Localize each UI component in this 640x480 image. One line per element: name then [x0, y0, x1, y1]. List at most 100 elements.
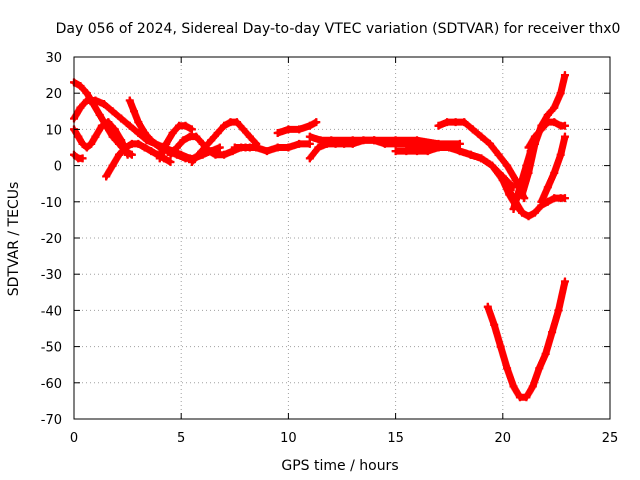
data-point — [312, 118, 321, 127]
x-tick-label: 5 — [177, 431, 185, 446]
data-point — [305, 132, 314, 141]
data-point — [179, 136, 188, 145]
data-point — [74, 132, 83, 141]
data-point — [560, 277, 569, 286]
data-point — [82, 96, 91, 105]
data-point — [535, 364, 544, 373]
series-arc-11 — [273, 118, 321, 138]
data-point — [556, 89, 565, 98]
data-point — [230, 143, 239, 152]
data-point — [130, 107, 139, 116]
grid-lines — [74, 57, 610, 419]
data-point — [82, 143, 91, 152]
data-point — [97, 121, 106, 130]
y-tick-label: 0 — [54, 160, 62, 175]
x-tick-label: 15 — [387, 431, 404, 446]
x-tick-label: 0 — [70, 431, 78, 446]
data-point — [166, 150, 175, 159]
data-point — [537, 197, 546, 206]
data-point — [147, 136, 156, 145]
data-point — [455, 147, 464, 156]
data-point — [468, 125, 477, 134]
data-point — [560, 194, 569, 203]
data-point — [140, 129, 149, 138]
data-point — [550, 168, 559, 177]
data-point — [140, 143, 149, 152]
series-arc-13 — [305, 132, 464, 148]
data-point — [413, 147, 422, 156]
data-point — [194, 150, 203, 159]
data-point — [543, 183, 552, 192]
data-point — [273, 129, 282, 138]
series-arc-9 — [187, 118, 261, 166]
data-point — [518, 176, 527, 185]
data-point — [496, 342, 505, 351]
data-point — [104, 118, 113, 127]
series-arc-10 — [230, 139, 314, 156]
data-point — [530, 132, 539, 141]
data-point — [232, 118, 241, 127]
series-arc-4 — [70, 150, 87, 163]
series-arc-20 — [509, 132, 539, 214]
data-point — [252, 143, 261, 152]
data-point — [488, 161, 497, 170]
series-arc-21 — [537, 132, 569, 206]
data-point — [162, 139, 171, 148]
series-arc-3 — [70, 118, 132, 159]
data-point — [498, 176, 507, 185]
y-tick-label: -20 — [41, 232, 62, 247]
data-point — [513, 190, 522, 199]
data-point — [117, 114, 126, 123]
data-point — [207, 136, 216, 145]
data-point — [155, 154, 164, 163]
data-point — [556, 150, 565, 159]
data-point — [100, 100, 109, 109]
x-tick-label: 10 — [280, 431, 297, 446]
data-point — [200, 143, 209, 152]
data-point — [181, 154, 190, 163]
data-point — [262, 147, 271, 156]
data-point — [295, 125, 304, 134]
data-point — [522, 161, 531, 170]
data-point — [87, 139, 96, 148]
data-point — [78, 139, 87, 148]
data-point — [537, 125, 546, 134]
data-point — [423, 147, 432, 156]
axis-ticks: 0 5 10 15 20 25 -70 -60 -50 -40 -30 -20 -10 0 10 20 30 — [41, 51, 619, 446]
data-point — [117, 136, 126, 145]
data-point — [402, 147, 411, 156]
data-point — [348, 136, 357, 145]
data-point — [550, 103, 559, 112]
data-point — [370, 136, 379, 145]
data-point — [239, 125, 248, 134]
data-point — [187, 157, 196, 166]
data-point — [110, 125, 119, 134]
data-point — [327, 136, 336, 145]
data-point — [76, 81, 85, 90]
data-point — [205, 147, 214, 156]
data-point — [560, 132, 569, 141]
data-point — [541, 349, 550, 358]
data-point — [490, 320, 499, 329]
data-point — [477, 132, 486, 141]
data-point — [554, 306, 563, 315]
data-point — [95, 110, 104, 119]
data-point — [485, 139, 494, 148]
y-tick-label: -70 — [41, 413, 62, 428]
data-point — [220, 150, 229, 159]
data-point — [455, 139, 464, 148]
y-tick-label: -50 — [41, 341, 62, 356]
data-point — [108, 132, 117, 141]
series-arc-5 — [102, 139, 175, 181]
data-point — [284, 125, 293, 134]
x-tick-label: 20 — [495, 431, 512, 446]
data-point — [522, 393, 531, 402]
data-point — [76, 103, 85, 112]
data-point — [434, 121, 443, 130]
data-point — [445, 143, 454, 152]
data-point — [316, 136, 325, 145]
data-point — [166, 157, 175, 166]
data-point — [168, 129, 177, 138]
data-point — [121, 143, 130, 152]
